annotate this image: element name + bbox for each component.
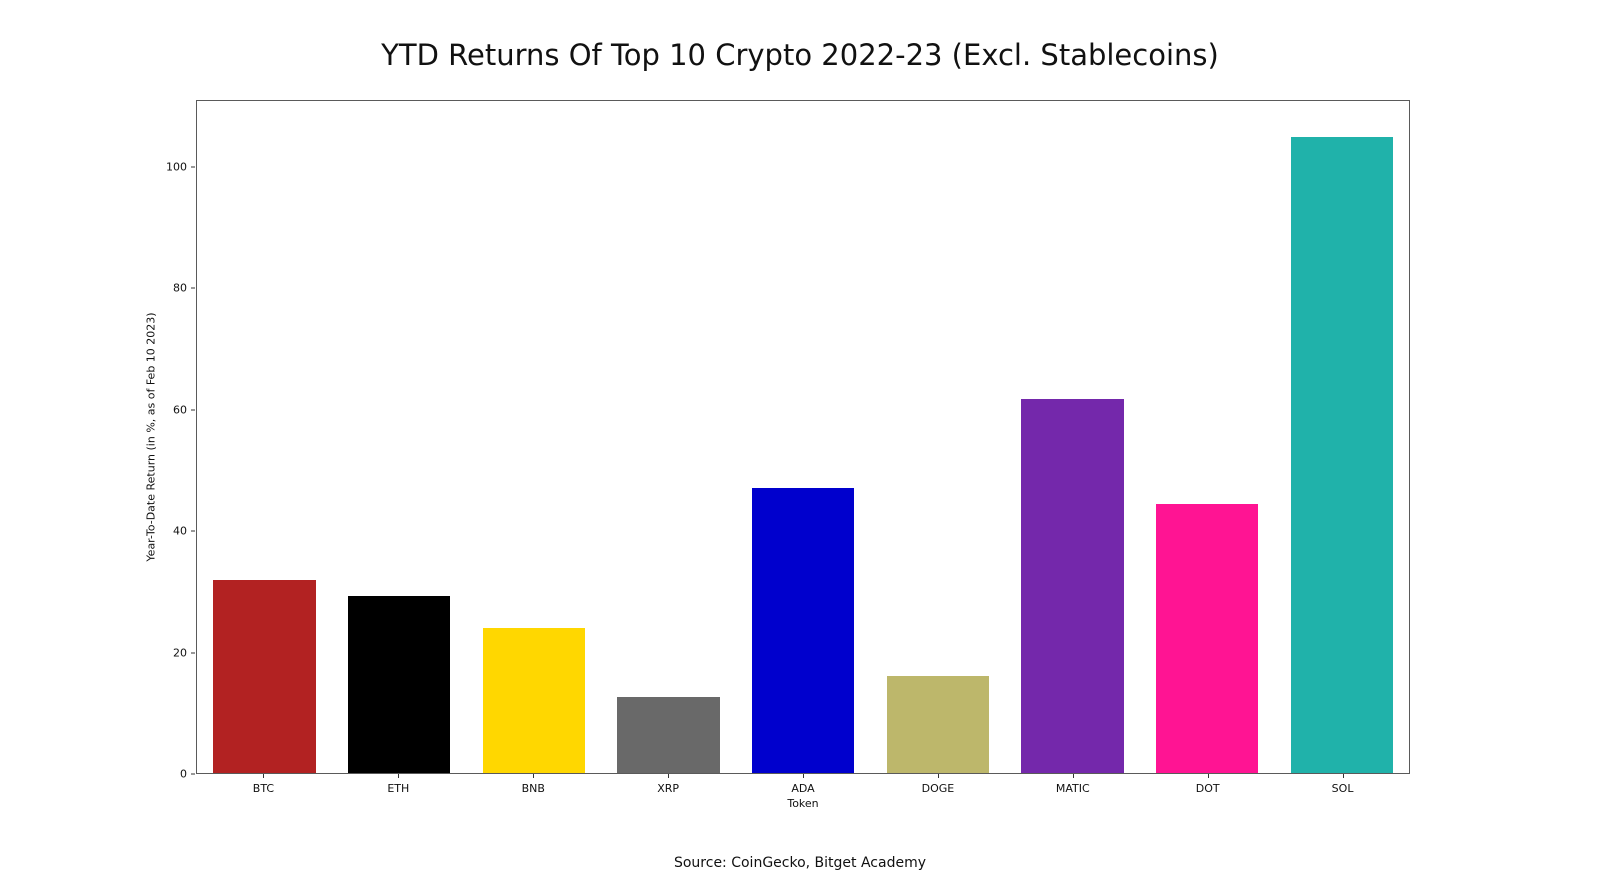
y-tick-label: 60 — [173, 403, 187, 417]
y-tick-mark — [191, 773, 195, 775]
bar-dot — [1155, 504, 1259, 773]
y-tick-80: 80 — [173, 282, 195, 295]
y-tick-label: 0 — [180, 767, 187, 781]
x-tick-mark — [263, 774, 265, 778]
x-tick-mark — [398, 774, 400, 778]
bar-slot — [1274, 101, 1409, 773]
bar-xrp — [617, 696, 720, 773]
bar-slot — [466, 101, 601, 773]
y-tick-mark — [191, 166, 195, 168]
source-note: Source: CoinGecko, Bitget Academy — [673, 855, 927, 871]
y-axis-ticks: 0 20 40 60 80 100 — [0, 100, 195, 781]
bar-eth — [347, 596, 451, 773]
x-tick-label-eth: ETH — [331, 774, 466, 795]
x-tick-mark — [803, 774, 804, 778]
x-tick-label-matic: MATIC — [1005, 774, 1140, 795]
x-axis-label: Token — [787, 797, 819, 810]
bar-slot — [197, 101, 332, 773]
x-tick-mark — [533, 774, 535, 778]
x-tick-label-xrp: XRP — [601, 774, 736, 795]
x-tick-label-doge: DOGE — [870, 774, 1005, 795]
x-tick-label-dot: DOT — [1140, 774, 1275, 795]
bar-slot — [1005, 101, 1140, 773]
bar-slot — [1140, 101, 1275, 773]
bar-ada — [751, 488, 855, 773]
x-tick-label-sol: SOL — [1275, 774, 1410, 795]
y-tick-mark — [191, 409, 195, 411]
y-tick-20: 20 — [173, 646, 195, 659]
y-tick-label: 40 — [173, 524, 187, 538]
x-tick-label-ada: ADA — [736, 774, 871, 795]
y-tick-60: 60 — [173, 403, 195, 416]
x-tick-mark — [1207, 774, 1209, 778]
bar-slot — [870, 101, 1005, 773]
y-tick-100: 100 — [166, 160, 195, 173]
bar-slot — [332, 101, 467, 773]
y-tick-40: 40 — [173, 525, 195, 538]
x-tick-mark — [937, 774, 939, 778]
y-tick-mark — [191, 530, 195, 532]
y-tick-label: 80 — [173, 281, 187, 295]
x-tick-mark — [668, 774, 670, 778]
chart-title: YTD Returns Of Top 10 Crypto 2022-23 (Ex… — [381, 38, 1219, 72]
y-tick-label: 100 — [166, 160, 187, 174]
bar-btc — [213, 579, 316, 773]
bar-sol — [1290, 137, 1393, 773]
bar-matic — [1021, 398, 1124, 773]
y-tick-mark — [191, 287, 195, 289]
bar-doge — [886, 676, 989, 773]
plot-area — [196, 100, 1410, 774]
x-tick-label-btc: BTC — [196, 774, 331, 795]
bars — [197, 101, 1409, 773]
y-tick-mark — [191, 652, 195, 654]
bar-bnb — [482, 628, 585, 773]
bar-slot — [601, 101, 736, 773]
x-axis-ticks: BTC ETH BNB XRP ADA DOGE MATIC DOT SOL — [196, 774, 1410, 795]
x-tick-mark — [1342, 774, 1344, 778]
x-tick-label-bnb: BNB — [466, 774, 601, 795]
y-tick-label: 20 — [173, 646, 187, 660]
y-tick-0: 0 — [180, 768, 195, 781]
bar-slot — [736, 101, 871, 773]
x-tick-mark — [1072, 774, 1074, 778]
